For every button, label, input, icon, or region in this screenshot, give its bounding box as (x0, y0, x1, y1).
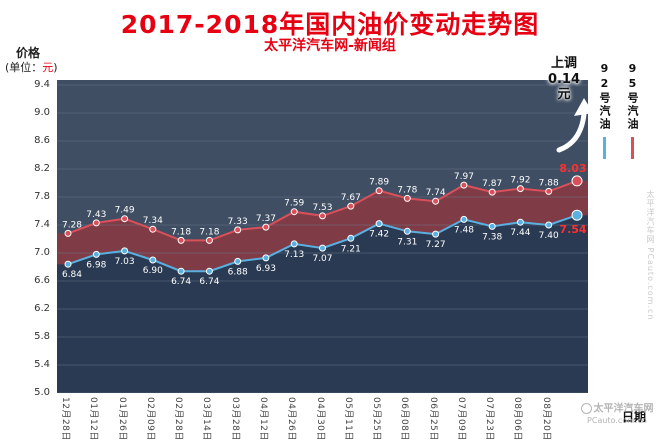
pcauto-logo-icon (580, 403, 592, 414)
y-axis-tick: 5.4 (34, 359, 50, 370)
svg-text:7.27: 7.27 (426, 240, 446, 250)
svg-text:7.59: 7.59 (284, 199, 304, 209)
price-increase-annotation: 上调 0.14 元 (540, 56, 588, 103)
svg-text:7.13: 7.13 (284, 250, 304, 260)
annotation-amount: 0.14 (547, 71, 581, 87)
y-axis-tick: 7.0 (34, 247, 50, 258)
svg-text:6.74: 6.74 (199, 277, 219, 287)
svg-text:8.03: 8.03 (559, 162, 586, 175)
svg-text:7.74: 7.74 (426, 188, 446, 198)
svg-text:7.48: 7.48 (454, 225, 474, 235)
y-axis-tick: 5.0 (34, 387, 50, 398)
legend-item-95: 95号汽油 (624, 62, 640, 159)
svg-text:7.18: 7.18 (199, 227, 219, 237)
svg-text:7.07: 7.07 (312, 254, 332, 264)
annotation-unit: 元 (557, 87, 571, 103)
page-title: 2017-2018年国内油价变动走势图 (120, 10, 540, 39)
y-axis-tick: 7.4 (34, 219, 50, 230)
svg-text:7.42: 7.42 (369, 230, 389, 240)
side-watermark: 太平洋汽车网 PCauto.com.cn (646, 190, 655, 321)
y-axis-tick: 5.8 (34, 331, 50, 342)
y-axis-title: 价格 (16, 46, 41, 60)
legend-label-92: 92号汽油 (598, 62, 611, 131)
x-axis-label: 12月28日 (60, 397, 70, 440)
legend-item-92: 92号汽油 (596, 62, 612, 159)
x-axis-label: 05月11日 (342, 397, 353, 440)
up-arrow-icon (556, 98, 593, 153)
x-axis-label: 06月08日 (399, 397, 410, 440)
svg-text:6.74: 6.74 (171, 277, 191, 287)
watermark-name: 太平洋汽车网 (576, 403, 658, 416)
pcauto-watermark: 太平洋汽车网 PCauto.com.cn (576, 403, 658, 426)
svg-text:7.49: 7.49 (115, 206, 135, 216)
svg-text:7.87: 7.87 (482, 179, 502, 189)
y-axis-unit-value: 元 (42, 61, 54, 74)
annotation-action: 上调 (550, 56, 577, 71)
svg-text:7.92: 7.92 (510, 176, 530, 186)
x-axis-label: 02月28日 (173, 397, 184, 440)
chart-legend: 92号汽油 95号汽油 (596, 62, 640, 159)
y-axis-tick: 8.6 (34, 135, 50, 146)
y-axis-unit-suffix: ) (53, 61, 58, 74)
svg-text:7.53: 7.53 (312, 203, 332, 213)
x-axis-label: 08月06日 (512, 397, 523, 440)
watermark-domain: PCauto.com.cn (587, 416, 647, 425)
x-axis-label: 06月25日 (427, 397, 438, 440)
svg-text:7.03: 7.03 (115, 257, 135, 267)
price-trend-chart: 7.28 7.43 7.49 7.34 7.18 7.18 7.33 7.37 7.59 7.53… (57, 80, 588, 394)
x-axis-label: 02月09日 (144, 397, 155, 440)
svg-text:7.67: 7.67 (341, 193, 361, 203)
svg-text:7.88: 7.88 (539, 178, 559, 188)
x-axis-label: 01月12日 (88, 397, 99, 440)
svg-text:7.38: 7.38 (482, 232, 502, 242)
svg-text:7.44: 7.44 (510, 228, 530, 238)
svg-text:7.18: 7.18 (171, 227, 191, 237)
svg-text:7.34: 7.34 (143, 216, 163, 226)
x-axis-title: 日期 (622, 410, 647, 424)
y-axis-tick: 8.2 (34, 163, 50, 174)
y-axis-unit: (单位：元) (5, 59, 58, 75)
y-axis-tick: 6.6 (34, 275, 50, 286)
svg-text:7.40: 7.40 (539, 231, 559, 241)
legend-swatch-95 (630, 137, 634, 159)
svg-text:6.88: 6.88 (228, 267, 248, 277)
svg-text:7.54: 7.54 (559, 223, 586, 236)
x-axis-label: 05月25日 (371, 397, 382, 440)
legend-swatch-92 (602, 137, 606, 159)
svg-text:7.21: 7.21 (341, 244, 361, 254)
svg-text:7.43: 7.43 (86, 210, 106, 220)
svg-text:7.89: 7.89 (369, 178, 389, 188)
x-axis-label: 01月26日 (116, 397, 127, 440)
svg-text:6.84: 6.84 (62, 270, 82, 280)
svg-text:6.93: 6.93 (256, 264, 276, 274)
x-axis-label: 03月28日 (229, 397, 240, 440)
svg-text:7.78: 7.78 (397, 185, 417, 195)
legend-label-95: 95号汽油 (626, 62, 639, 131)
svg-text:7.33: 7.33 (228, 217, 248, 227)
y-axis-tick: 6.2 (34, 303, 50, 314)
y-axis-unit-prefix: (单位： (5, 61, 43, 74)
y-axis-tick: 9.4 (34, 79, 50, 90)
svg-text:7.31: 7.31 (397, 237, 417, 247)
svg-text:6.98: 6.98 (86, 260, 106, 270)
svg-text:6.90: 6.90 (143, 266, 163, 276)
x-axis-label: 04月30日 (314, 397, 325, 440)
svg-text:7.37: 7.37 (256, 214, 276, 224)
x-axis-label: 03月14日 (201, 397, 212, 440)
x-axis-label: 04月26日 (286, 397, 297, 440)
x-axis-label: 07月23日 (484, 397, 495, 440)
chart-canvas: 7.28 7.43 7.49 7.34 7.18 7.18 7.33 7.37 7.59 7.53… (57, 84, 588, 394)
y-axis-tick: 9.0 (34, 107, 50, 118)
x-axis-label: 07月09日 (455, 397, 466, 440)
x-axis-label: 04月12日 (257, 397, 268, 440)
svg-text:7.28: 7.28 (62, 220, 82, 230)
y-axis-tick: 7.8 (34, 191, 50, 202)
x-axis-label: 08月20日 (540, 397, 551, 440)
svg-text:7.97: 7.97 (454, 172, 474, 182)
page-subtitle: 太平洋汽车网-新闻组 (264, 38, 396, 54)
